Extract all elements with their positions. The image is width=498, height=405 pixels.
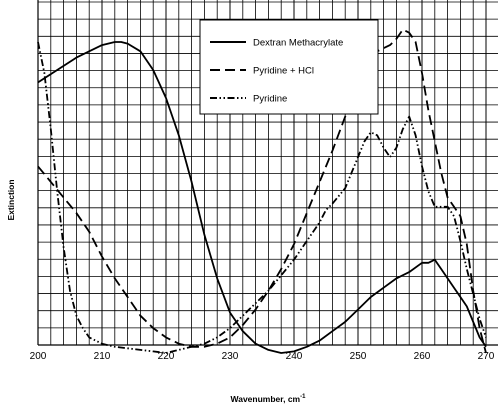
x-tick-label: 240 (286, 351, 303, 362)
y-axis-label: Extinction (6, 179, 16, 220)
series-line-1 (37, 41, 487, 354)
series-line-3 (37, 41, 487, 354)
legend-label: Pyridine + HCl (253, 66, 314, 77)
x-axis-label-text: Wavenumber, cm (231, 394, 301, 404)
x-tick-label: 250 (350, 351, 367, 362)
legend: Dextran Methacrylate Pyridine + HCl Pyridi… (199, 19, 379, 115)
x-axis-label: Wavenumber, cm-1 (231, 394, 307, 404)
x-axis-label-superscript: -1 (300, 394, 306, 400)
x-tick-label: 260 (414, 351, 431, 362)
x-tick-label: 200 (30, 351, 47, 362)
x-tick-label: 230 (222, 351, 239, 362)
x-ticks: 200 210 220 230 240 250 260 270 (30, 351, 495, 362)
series-line-2 (37, 28, 487, 354)
legend-label: Dextran Methacrylate (253, 38, 343, 49)
grid (37, 0, 498, 346)
series-layer (37, 28, 487, 354)
x-tick-label: 210 (94, 351, 111, 362)
x-tick-label: 270 (478, 351, 495, 362)
legend-label: Pyridine (253, 94, 287, 105)
x-tick-label: 220 (158, 351, 175, 362)
